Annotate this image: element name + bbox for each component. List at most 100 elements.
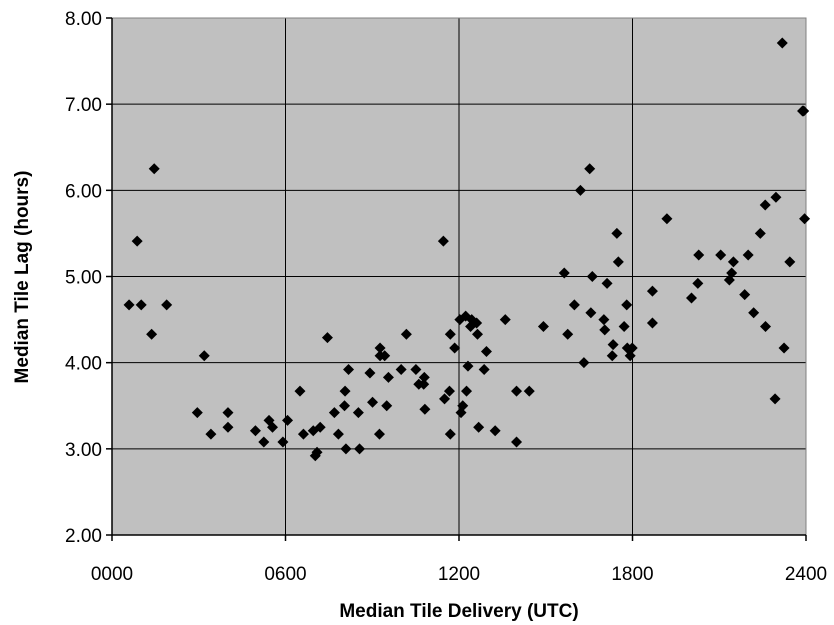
data-point xyxy=(282,414,294,426)
data-point xyxy=(222,407,234,419)
data-point xyxy=(205,428,217,440)
data-point xyxy=(606,350,618,362)
data-point xyxy=(784,256,796,268)
data-point xyxy=(511,436,523,448)
data-point xyxy=(400,328,412,340)
x-tick-label: 0000 xyxy=(91,564,133,585)
data-point xyxy=(693,249,705,261)
data-point xyxy=(646,317,658,329)
data-point xyxy=(799,213,811,225)
data-point xyxy=(131,235,143,247)
data-point xyxy=(626,342,638,354)
data-point xyxy=(715,249,727,261)
data-point xyxy=(379,350,391,362)
data-point xyxy=(798,105,810,117)
data-point xyxy=(449,342,461,354)
data-point xyxy=(472,328,484,340)
data-point xyxy=(314,421,326,433)
data-point xyxy=(685,292,697,304)
data-point xyxy=(618,320,630,332)
data-point xyxy=(499,314,511,326)
data-point xyxy=(439,393,451,405)
data-point xyxy=(578,357,590,369)
y-tick-label: 5.00 xyxy=(65,268,102,289)
data-point xyxy=(586,271,598,282)
data-point xyxy=(437,235,449,247)
y-tick-label: 6.00 xyxy=(65,181,102,202)
data-point xyxy=(374,342,386,354)
gridlines xyxy=(112,18,806,535)
data-point xyxy=(599,324,611,336)
data-point xyxy=(191,407,203,419)
data-point xyxy=(419,403,431,415)
data-point xyxy=(339,385,351,397)
data-point xyxy=(340,443,352,455)
data-point xyxy=(135,299,147,311)
y-tick-label: 2.00 xyxy=(65,526,102,547)
data-point xyxy=(661,213,673,225)
data-point xyxy=(612,256,624,268)
data-point xyxy=(574,184,586,196)
x-tick-label: 0600 xyxy=(264,564,306,585)
data-point xyxy=(338,400,350,412)
data-point xyxy=(222,421,234,433)
data-point xyxy=(161,299,173,311)
data-point xyxy=(418,371,430,383)
data-point xyxy=(373,428,385,440)
y-axis-title: Median Tile Lag (hours) xyxy=(12,171,33,384)
y-tick-label: 3.00 xyxy=(65,440,102,461)
data-point xyxy=(461,385,473,397)
data-point xyxy=(321,332,333,344)
data-point xyxy=(489,425,501,437)
data-point xyxy=(418,378,430,390)
data-point xyxy=(462,360,474,372)
data-point xyxy=(364,367,376,379)
y-tick-label: 4.00 xyxy=(65,354,102,375)
data-point xyxy=(646,285,658,297)
data-point xyxy=(444,328,456,340)
data-point xyxy=(249,425,261,437)
data-point xyxy=(444,428,456,440)
data-point xyxy=(146,328,158,340)
data-point xyxy=(148,163,160,175)
data-point xyxy=(473,421,485,433)
data-point xyxy=(523,385,535,397)
data-point xyxy=(410,364,422,376)
data-point xyxy=(598,314,610,326)
data-point xyxy=(585,307,597,319)
data-point xyxy=(754,227,766,239)
data-point xyxy=(294,385,306,397)
data-point xyxy=(760,320,772,332)
data-point xyxy=(759,199,771,211)
data-point xyxy=(277,436,289,448)
data-point xyxy=(297,428,309,440)
data-point xyxy=(770,191,782,203)
data-point xyxy=(480,345,492,357)
y-tick-labels: 2.00 3.00 4.00 5.00 6.00 7.00 8.00 xyxy=(65,9,102,547)
data-point xyxy=(584,163,596,175)
data-point xyxy=(776,37,788,49)
data-point xyxy=(395,364,407,376)
data-point xyxy=(511,385,523,397)
data-point xyxy=(471,317,483,329)
data-point xyxy=(726,267,738,279)
axes xyxy=(106,17,807,541)
data-point xyxy=(727,256,739,268)
x-tick-label: 1200 xyxy=(438,564,480,585)
data-point xyxy=(778,342,790,354)
x-tick-label: 1800 xyxy=(611,564,653,585)
data-point xyxy=(443,385,455,397)
data-point xyxy=(328,407,340,419)
data-point xyxy=(478,364,490,376)
data-point xyxy=(354,443,366,455)
data-point xyxy=(692,277,704,289)
data-points xyxy=(123,37,811,462)
data-point xyxy=(568,299,580,311)
x-tick-labels: 0000 0600 1200 1800 2400 xyxy=(91,564,827,585)
data-point xyxy=(367,396,379,408)
data-point xyxy=(537,320,549,332)
data-point xyxy=(558,267,570,279)
data-point xyxy=(382,371,394,383)
data-point xyxy=(607,339,619,351)
